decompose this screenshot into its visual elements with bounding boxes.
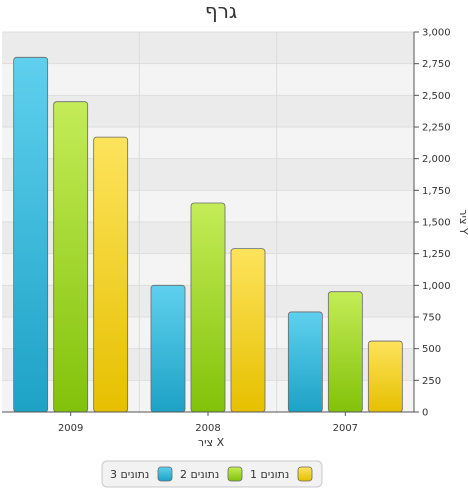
legend-swatch	[297, 466, 313, 482]
x-axis-ticks: 2009 2008 2007	[58, 412, 358, 434]
y-tick-label: 750	[422, 313, 441, 324]
y-tick-label: 500	[422, 344, 441, 355]
y-tick-label: 2,250	[422, 123, 451, 134]
y-tick-label: 1,250	[422, 249, 451, 260]
y-tick-label: 1,500	[422, 218, 451, 229]
legend-swatch	[157, 466, 173, 482]
x-tick-label: 2009	[58, 423, 83, 434]
bar	[13, 56, 49, 413]
chart-title: גרף	[205, 0, 237, 23]
bars	[13, 56, 403, 413]
bar	[53, 101, 89, 413]
bar	[327, 291, 363, 413]
bar	[287, 311, 323, 413]
legend: נתונים 3 נתונים 2 נתונים 1	[101, 460, 323, 488]
bar	[93, 136, 129, 413]
y-tick-label: 2,000	[422, 154, 451, 165]
x-tick-label: 2008	[195, 423, 220, 434]
x-tick-label: 2007	[333, 423, 358, 434]
bar	[230, 248, 266, 413]
y-axis-ticks: 0 250 500 750 1,000 1,250 1,500 1,750 2,000 2,250…	[414, 28, 451, 419]
y-tick-label: 1,000	[422, 281, 451, 292]
legend-box	[101, 460, 323, 488]
bar	[150, 284, 186, 413]
legend-label: נתונים 2	[180, 468, 219, 481]
y-tick-label: 3,000	[422, 28, 451, 39]
y-tick-label: 250	[422, 376, 441, 387]
y-tick-label: 2,750	[422, 59, 451, 70]
legend-label: נתונים 1	[250, 468, 289, 481]
bar	[190, 202, 226, 413]
bar	[367, 340, 403, 413]
y-tick-label: 0	[422, 408, 428, 419]
x-axis-label: ציר X	[198, 436, 225, 449]
legend-swatch	[227, 466, 243, 482]
y-tick-label: 2,500	[422, 91, 451, 102]
plot-band	[2, 32, 414, 64]
legend-label: נתונים 3	[110, 468, 149, 481]
y-tick-label: 1,750	[422, 186, 451, 197]
plot-band	[2, 63, 414, 96]
y-axis-label: ציר Y	[457, 209, 468, 235]
